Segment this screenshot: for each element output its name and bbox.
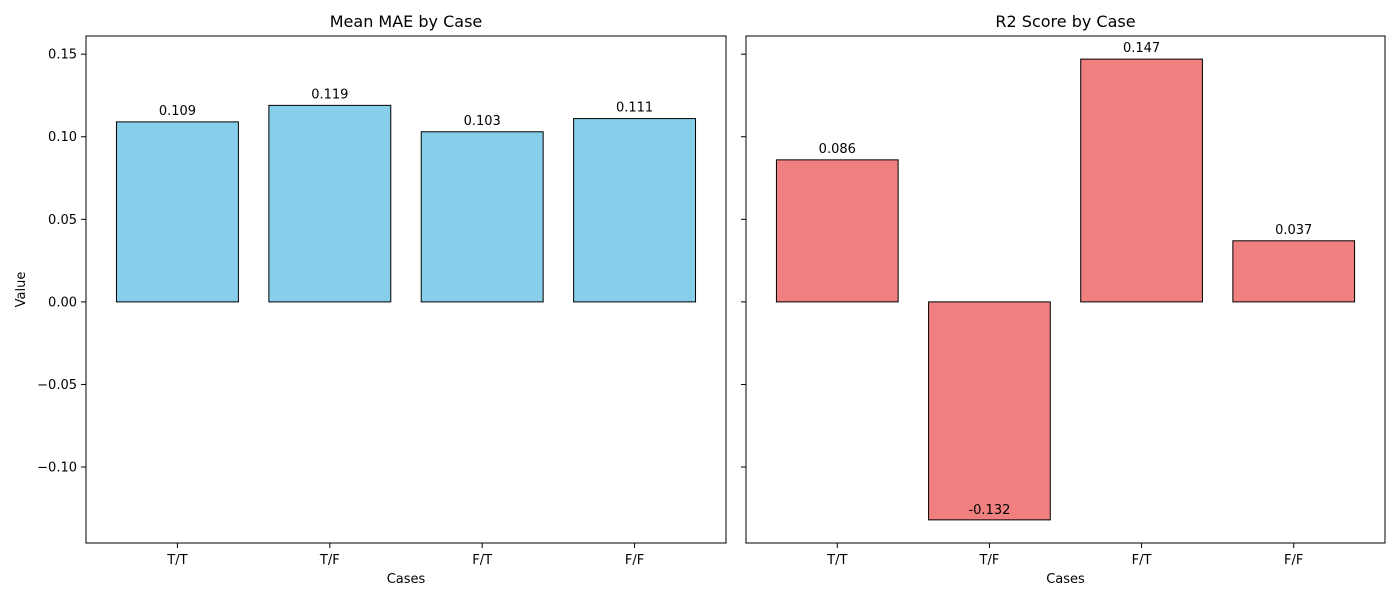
value-label-t-f: 0.119 <box>311 87 348 102</box>
plot-frame <box>745 35 1386 544</box>
y-tick-label: 0.00 <box>48 295 77 310</box>
x-tick-label-f-f: F/F <box>1284 553 1303 568</box>
y-tick-label: −0.10 <box>37 461 77 476</box>
value-label-t-t: 0.086 <box>819 142 856 157</box>
bar-t-t <box>775 159 899 303</box>
panel-r2-score: R2 Score by Case 0.086 -0.132 0.147 0.037 T/T… <box>741 12 1386 587</box>
y-tick-label: 0.05 <box>48 213 77 228</box>
bar-f-t <box>420 131 544 303</box>
x-axis-label: Cases <box>387 572 426 587</box>
plot-frame <box>85 35 727 544</box>
x-tick-label-f-t: F/T <box>472 553 492 568</box>
bar-f-t <box>1080 58 1203 303</box>
value-label-f-t: 0.103 <box>464 114 501 129</box>
x-tick-label-t-f: T/F <box>979 553 1000 568</box>
value-label-f-f: 0.037 <box>1275 223 1312 238</box>
y-axis-label: Value <box>14 272 29 308</box>
y-tick-label: −0.05 <box>37 378 77 393</box>
value-label-t-f: -0.132 <box>968 503 1010 518</box>
x-tick-label-t-t: T/T <box>826 553 847 568</box>
bar-t-f <box>268 104 392 303</box>
chart-title: R2 Score by Case <box>995 12 1135 31</box>
x-tick-label-f-f: F/F <box>625 553 644 568</box>
value-label-f-t: 0.147 <box>1123 41 1160 56</box>
chart-title: Mean MAE by Case <box>330 12 483 31</box>
y-tick-label: 0.10 <box>48 130 77 145</box>
bar-t-f <box>928 301 1051 521</box>
x-axis-label: Cases <box>1046 572 1085 587</box>
y-tick-label: 0.15 <box>48 48 77 63</box>
bar-f-f <box>573 118 697 303</box>
bar-t-t <box>115 121 239 303</box>
x-tick-label-f-t: F/T <box>1132 553 1152 568</box>
value-label-t-t: 0.109 <box>159 104 196 119</box>
x-tick-label-t-t: T/T <box>166 553 187 568</box>
x-tick-label-t-f: T/F <box>319 553 340 568</box>
panel-mean-mae: Mean MAE by Case 0.109 0.119 0.103 0.111 T/T T… <box>14 12 727 587</box>
bar-f-f <box>1232 240 1356 303</box>
value-label-f-f: 0.111 <box>616 101 653 116</box>
